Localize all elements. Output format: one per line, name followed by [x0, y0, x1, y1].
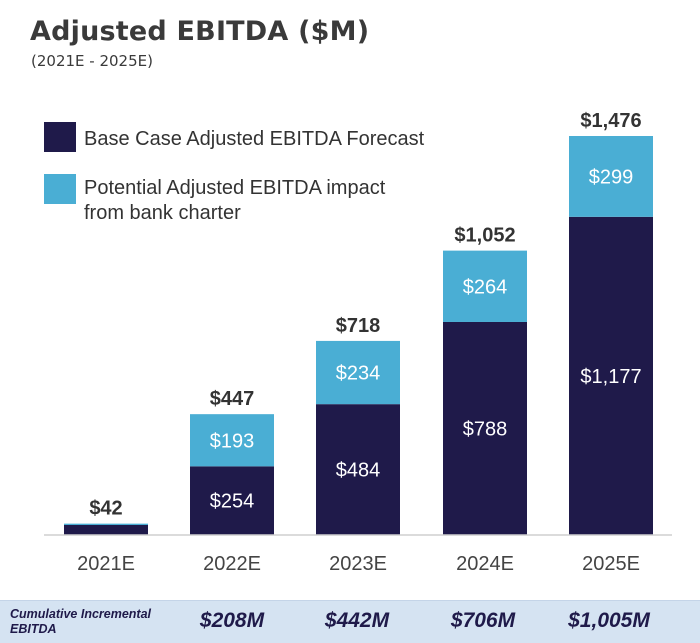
bar-impact-2024E: [443, 250, 527, 322]
total-label-2022E: $447: [210, 388, 255, 410]
x-tick-2024E: 2024E: [456, 553, 514, 575]
chart-title: Adjusted EBITDA ($M): [30, 16, 370, 47]
chart-subtitle: (2021E - 2025E): [31, 52, 153, 70]
bar-base-2022E: [190, 466, 274, 535]
bar-impact-2021E: [64, 523, 148, 525]
legend-label-impact-line-1: Potential Adjusted EBITDA impact: [84, 177, 386, 199]
x-tick-2022E: 2022E: [203, 553, 261, 575]
stacked-bar-chart: Base Case Adjusted EBITDA Forecast Poten…: [44, 110, 672, 575]
x-tick-2023E: 2023E: [329, 553, 387, 575]
footer-label: Cumulative Incremental EBITDA: [10, 607, 152, 636]
legend: Base Case Adjusted EBITDA Forecast Poten…: [44, 122, 425, 224]
data-label-base-2025E: $1,177: [580, 366, 641, 388]
legend-swatch-base: [44, 122, 76, 152]
cumulative-footer: Cumulative Incremental EBITDA $208M $442…: [0, 600, 700, 643]
total-label-2023E: $718: [336, 315, 381, 337]
footer-value-2023: $442M: [324, 609, 390, 632]
bar-base-2025E: [569, 216, 653, 535]
total-label-2024E: $1,052: [454, 225, 515, 247]
bar-impact-2022E: [190, 414, 274, 467]
footer-value-2022: $208M: [199, 609, 265, 632]
data-label-base-2024E: $788: [463, 418, 508, 440]
data-label-impact-2025E: $299: [589, 166, 634, 188]
total-label-2021E: $42: [89, 498, 122, 520]
legend-label-impact-line-2: from bank charter: [84, 202, 241, 224]
data-label-impact-2023E: $234: [336, 363, 381, 385]
bar-base-2024E: [443, 321, 527, 535]
footer-value-2024: $706M: [450, 609, 516, 632]
data-label-impact-2024E: $264: [463, 276, 508, 298]
bar-impact-2025E: [569, 136, 653, 217]
footer-value-2025: $1,005M: [568, 609, 650, 632]
bars: $42 $254 $193 $447 $484 $234 $718 $788 $264 $1,05…: [64, 110, 653, 535]
data-label-base-2022E: $254: [210, 491, 255, 513]
bar-impact-2023E: [316, 340, 400, 405]
total-label-2025E: $1,476: [580, 110, 641, 132]
bar-base-2023E: [316, 404, 400, 535]
x-tick-labels: 2021E 2022E 2023E 2024E 2025E: [77, 553, 640, 575]
bar-base-2021E: [64, 524, 148, 535]
data-label-base-2023E: $484: [336, 460, 381, 482]
x-tick-2021E: 2021E: [77, 553, 135, 575]
legend-label-impact: Potential Adjusted EBITDA impact from ba…: [84, 177, 391, 224]
x-tick-2025E: 2025E: [582, 553, 640, 575]
legend-label-base: Base Case Adjusted EBITDA Forecast: [84, 128, 425, 150]
data-label-impact-2022E: $193: [210, 430, 255, 452]
legend-swatch-impact: [44, 174, 76, 204]
